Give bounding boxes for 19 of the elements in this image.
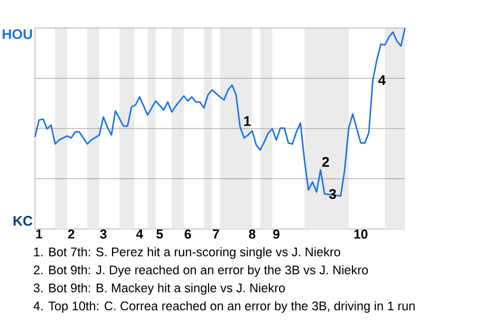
text: KC	[14, 216, 32, 226]
annotation: 4	[378, 75, 386, 85]
x-tick-label: 1	[36, 230, 42, 238]
x-tick-label: 6	[184, 230, 191, 239]
text: 4. Top 10th: C. Correa reached on an error by the 3B, driving in 1 run	[33, 301, 415, 313]
text: 1. Bot 7th: S. Perez hit a run-scoring single vs J. Niekro	[34, 247, 340, 259]
annotation: 2	[322, 156, 329, 167]
x-tick-label: 10	[354, 230, 368, 239]
text: HOU	[2, 29, 32, 40]
annotation: 1	[244, 116, 251, 126]
x-tick-label: 8	[248, 230, 256, 239]
x-tick-label: 7	[212, 230, 220, 238]
x-tick-label: 2	[68, 230, 74, 239]
x-tick-label: 3	[100, 230, 107, 239]
text: 3. Bot 9th: B. Mackey hit a single vs J. Niekro	[34, 283, 285, 295]
x-tick-label: 9	[273, 230, 280, 239]
x-tick-label: 4	[136, 230, 144, 238]
x-tick-label: 5	[156, 230, 163, 239]
text: 2. Bot 9th: J. Dye reached on an error by the 3B vs J. Niekro	[34, 265, 368, 277]
